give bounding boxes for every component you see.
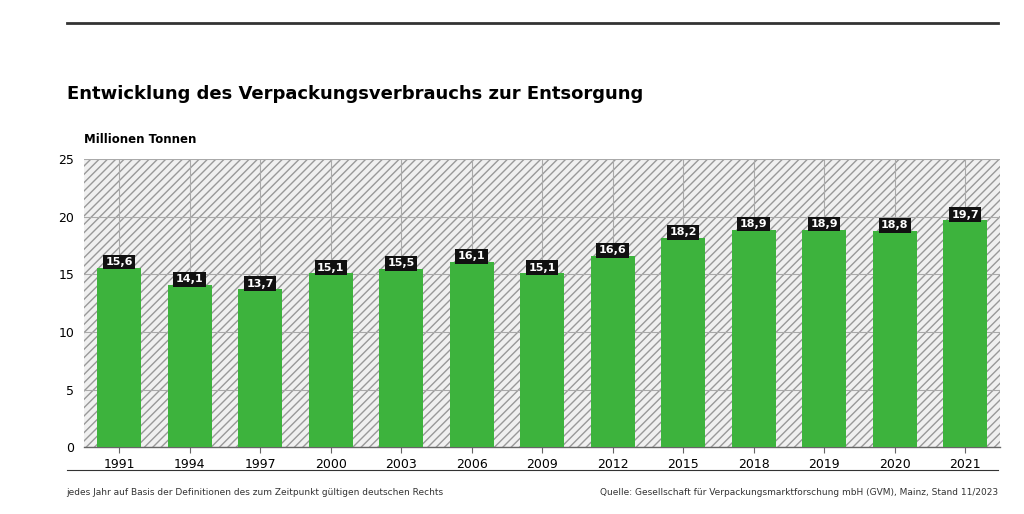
Text: Entwicklung des Verpackungsverbrauchs zur Entsorgung: Entwicklung des Verpackungsverbrauchs zu… bbox=[67, 85, 643, 103]
Bar bbox=[591, 256, 635, 447]
Text: Millionen Tonnen: Millionen Tonnen bbox=[84, 134, 197, 146]
Text: 18,9: 18,9 bbox=[740, 219, 768, 229]
Bar bbox=[732, 230, 775, 447]
Text: 15,1: 15,1 bbox=[528, 263, 556, 273]
Bar bbox=[379, 269, 423, 447]
Text: 18,2: 18,2 bbox=[670, 227, 697, 237]
Text: 18,8: 18,8 bbox=[881, 220, 908, 230]
Bar bbox=[97, 268, 141, 447]
Text: 15,5: 15,5 bbox=[388, 258, 415, 268]
Bar bbox=[943, 221, 987, 447]
Text: 19,7: 19,7 bbox=[951, 210, 979, 220]
Text: 15,1: 15,1 bbox=[317, 263, 344, 273]
Text: 14,1: 14,1 bbox=[176, 274, 204, 284]
Text: 16,1: 16,1 bbox=[458, 251, 485, 261]
Text: Quelle: Gesellschaft für Verpackungsmarktforschung mbH (GVM), Mainz, Stand 11/20: Quelle: Gesellschaft für Verpackungsmark… bbox=[600, 488, 998, 497]
Bar bbox=[803, 230, 846, 447]
Bar bbox=[450, 262, 494, 447]
Text: 15,6: 15,6 bbox=[105, 257, 133, 267]
Bar bbox=[662, 237, 706, 447]
Text: 18,9: 18,9 bbox=[810, 219, 838, 229]
Bar bbox=[239, 289, 282, 447]
Bar bbox=[872, 231, 916, 447]
Text: 13,7: 13,7 bbox=[247, 279, 273, 289]
Text: jedes Jahr auf Basis der Definitionen des zum Zeitpunkt gültigen deutschen Recht: jedes Jahr auf Basis der Definitionen de… bbox=[67, 488, 443, 497]
Text: 16,6: 16,6 bbox=[599, 246, 627, 255]
Bar bbox=[168, 285, 212, 447]
Bar bbox=[309, 273, 352, 447]
Bar bbox=[520, 273, 564, 447]
